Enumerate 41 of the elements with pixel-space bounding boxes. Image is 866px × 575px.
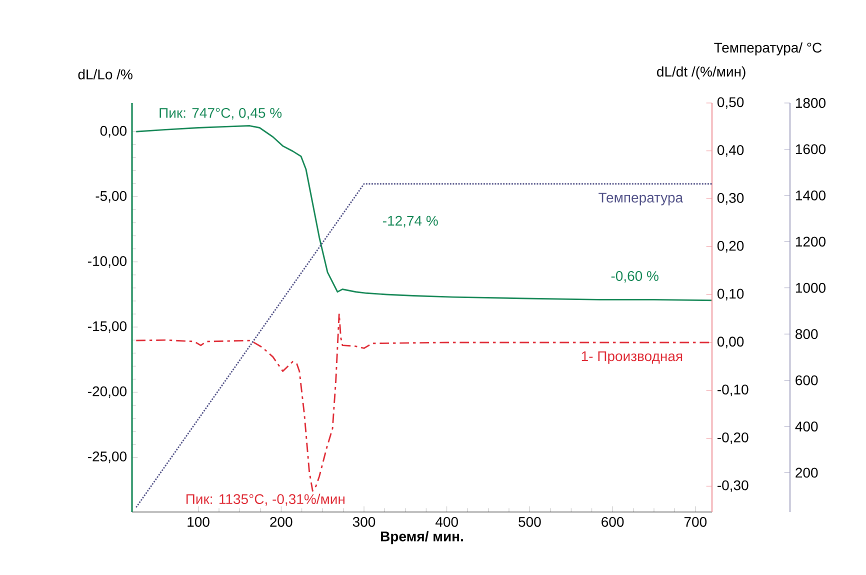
y3-tick-label: 1800 bbox=[796, 98, 826, 108]
x-tick-label: 600 bbox=[602, 516, 624, 527]
y3-tick-label: 600 bbox=[796, 375, 818, 386]
y3-tick-label: 1200 bbox=[796, 236, 826, 247]
y3-tick-label: 1600 bbox=[796, 144, 826, 154]
y3-tick-label: 200 bbox=[796, 468, 818, 478]
y3-tick-label: 1000 bbox=[796, 282, 826, 293]
annotation: Пик: 747°C, 0,45 % bbox=[160, 108, 282, 120]
y-tick-label: -15,00 bbox=[88, 321, 127, 333]
x-axis-title: Время/ мин. bbox=[381, 531, 463, 544]
series-label: Температура bbox=[598, 192, 684, 206]
y2-axis-title: dL/dt /(%/мин) bbox=[657, 66, 746, 80]
y-tick-label: -5,00 bbox=[96, 191, 127, 203]
y-tick-label: -10,00 bbox=[88, 256, 127, 268]
x-tick-label: 700 bbox=[684, 516, 707, 527]
series-label: 1- Производная bbox=[582, 351, 682, 364]
y3-tick-label: 800 bbox=[796, 329, 818, 340]
y3-axis-title: Температура/ °C bbox=[714, 42, 822, 56]
y3-tick-label: 1400 bbox=[796, 190, 826, 200]
annotation: Пик: 1135°C, -0,31%/мин bbox=[186, 494, 344, 506]
y2-tick-label: -0,10 bbox=[718, 384, 748, 396]
y2-tick-label: -0,20 bbox=[718, 432, 748, 444]
y2-tick-label: 0,30 bbox=[717, 193, 744, 205]
y-tick-label: -20,00 bbox=[88, 386, 127, 398]
y2-tick-label: 0,50 bbox=[717, 97, 744, 109]
y-tick-label: -25,00 bbox=[88, 452, 127, 464]
y-tick-label: 0,00 bbox=[100, 126, 127, 138]
y2-tick-label: 0,20 bbox=[717, 240, 744, 252]
x-tick-label: 500 bbox=[518, 516, 541, 527]
x-tick-label: 400 bbox=[435, 516, 458, 527]
y2-tick-label: 0,10 bbox=[717, 288, 744, 300]
y2-tick-label: 0,00 bbox=[717, 336, 744, 348]
annotation: -0,60 % bbox=[611, 271, 658, 283]
y-axis-title: dL/Lo /% bbox=[78, 69, 132, 80]
x-tick-label: 100 bbox=[188, 516, 210, 527]
annotation: -12,74 % bbox=[383, 216, 438, 228]
y2-tick-label: -0,30 bbox=[718, 480, 748, 492]
y2-tick-label: 0,40 bbox=[717, 145, 744, 157]
y3-tick-label: 400 bbox=[795, 422, 818, 432]
x-tick-label: 200 bbox=[270, 516, 292, 527]
x-tick-label: 300 bbox=[352, 516, 376, 527]
